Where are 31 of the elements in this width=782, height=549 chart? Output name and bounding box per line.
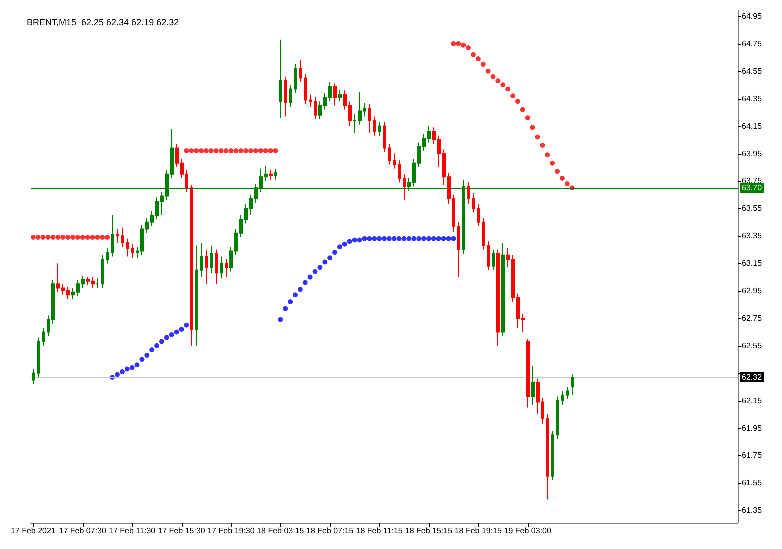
y-tick-label: 61.75 <box>742 451 763 460</box>
y-tick-label: 63.15 <box>742 259 763 268</box>
y-tick-label: 64.55 <box>742 66 763 76</box>
y-tick-label: 64.95 <box>742 12 763 21</box>
y-tick-label: 61.35 <box>742 506 763 516</box>
x-tick-label: 18 Feb 11:15 <box>356 526 404 536</box>
y-tick-label: 62.95 <box>742 286 763 296</box>
text: BRENT,M15 62.25 62.34 62.19 62.32 <box>27 18 180 28</box>
y-tick-label: 61.95 <box>742 424 763 433</box>
x-tick-label: 19 Feb 03:00 <box>504 526 552 536</box>
y-tick-label: 62.75 <box>742 314 763 323</box>
x-tick-label: 18 Feb 19:15 <box>454 526 503 536</box>
y-tick-label: 62.55 <box>742 341 763 350</box>
x-tick-label: 18 Feb 03:15 <box>257 526 305 536</box>
y-tick-label: 62.15 <box>742 396 763 406</box>
ref-line-label: 63.70 <box>742 184 763 193</box>
y-tick-label: 64.75 <box>742 39 763 48</box>
y-tick-label: 64.15 <box>742 122 763 131</box>
x-tick-label: 18 Feb 15:15 <box>405 526 454 536</box>
ref-line-label: 62.32 <box>742 373 763 382</box>
y-tick-label: 63.55 <box>742 204 763 214</box>
y-tick-label: 64.35 <box>742 94 763 104</box>
x-tick-label: 17 Feb 07:30 <box>59 526 107 536</box>
y-tick-label: 61.55 <box>742 478 763 488</box>
y-tick-label: 63.95 <box>742 149 763 158</box>
x-tick-label: 17 Feb 11:30 <box>109 526 156 536</box>
x-tick-label: 17 Feb 15:30 <box>158 526 206 536</box>
y-tick-label: 63.35 <box>742 232 763 241</box>
x-tick-label: 17 Feb 19:30 <box>208 526 256 536</box>
x-tick-label: 17 Feb 2021 <box>10 526 56 536</box>
x-tick-label: 18 Feb 07:15 <box>306 526 354 536</box>
